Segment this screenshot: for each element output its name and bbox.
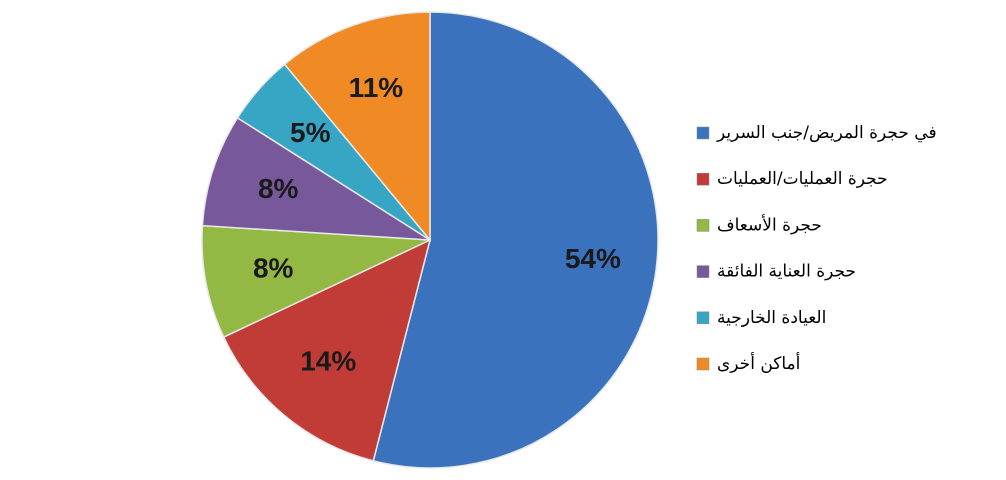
legend-label: حجرة العناية الفائقة: [717, 262, 856, 282]
legend-label: حجرة العمليات/العمليات: [717, 169, 888, 189]
legend-swatch: [696, 126, 710, 140]
data-label: 5%: [290, 117, 331, 148]
legend-label: أماكن أخرى: [717, 352, 800, 374]
pie-slice: [283, 11, 431, 243]
pie-slice: [222, 238, 432, 462]
pie-slice: [372, 11, 659, 469]
legend-label: العيادة الخارجية: [717, 308, 826, 328]
legend-swatch: [696, 219, 710, 232]
pie-slice: [201, 224, 431, 339]
legend-swatch: [696, 172, 710, 186]
legend-label: في حجرة المريض/جنب السرير: [716, 123, 937, 143]
data-label: 11%: [349, 72, 404, 103]
pie-slice: [201, 116, 431, 241]
legend-swatch: [696, 357, 710, 371]
data-label: 14%: [300, 345, 356, 376]
data-label: 54%: [565, 243, 621, 274]
data-label: 8%: [253, 252, 294, 283]
legend-label: حجرة الأسعاف: [717, 214, 822, 235]
legend-swatch: [696, 311, 710, 325]
data-label: 8%: [258, 173, 299, 204]
legend-swatch: [696, 265, 710, 278]
